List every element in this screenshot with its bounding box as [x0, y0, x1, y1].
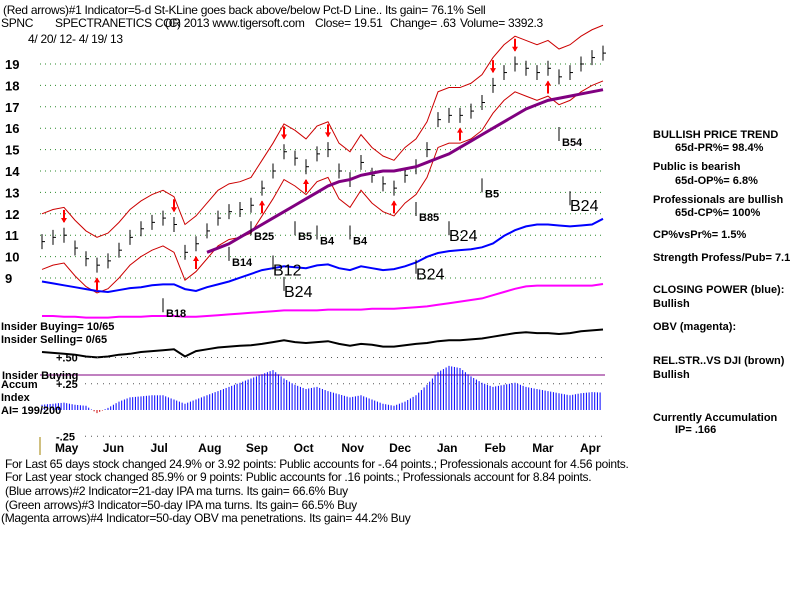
band-upper — [41, 24, 604, 238]
month-label: Oct — [294, 441, 314, 455]
relstr-state: Bullish — [653, 369, 690, 381]
copyright: (C) 2013 www.tigersoft.com — [165, 16, 305, 30]
signal-label: B14 — [232, 257, 253, 269]
ai-tick-label: +.50 — [56, 353, 78, 365]
signal-label: B4 — [353, 235, 368, 247]
signal-label: B5 — [485, 188, 499, 200]
buy-arrow-head-icon — [545, 80, 551, 86]
signal-label: B54 — [562, 137, 583, 149]
month-label: Apr — [580, 441, 601, 455]
series--day-ma — [206, 88, 604, 254]
insider-buying: Insider Buying= 10/65 — [1, 321, 115, 333]
price-tick-label: 18 — [5, 78, 19, 93]
signal-label: B24 — [284, 284, 313, 301]
price-tick-label: 10 — [5, 250, 19, 265]
ticker: SPNC — [1, 16, 34, 30]
date-range: 4/ 20/ 12- 4/ 19/ 13 — [28, 32, 123, 46]
series-obv — [42, 283, 604, 319]
sell-arrow-head-icon — [61, 217, 67, 223]
price-tick-label: 9 — [5, 271, 12, 286]
month-label: Sep — [246, 441, 268, 455]
op-value: 65d-OP%= 6.8% — [675, 175, 758, 187]
buy-arrow-head-icon — [457, 127, 463, 133]
change-value: Change= .63 — [390, 16, 456, 30]
signal-label: B25 — [254, 231, 274, 243]
month-label: Mar — [532, 441, 554, 455]
obv-label: OBV (magenta): — [653, 321, 737, 333]
signal-label: B12 — [273, 262, 302, 279]
price-tick-label: 14 — [5, 164, 20, 179]
month-label: Nov — [341, 441, 364, 455]
insider-buying-label: Insider Buying — [2, 370, 79, 382]
month-label: Jun — [103, 441, 124, 455]
sell-arrow-head-icon — [512, 46, 518, 52]
closing-power-state: Bullish — [653, 298, 690, 310]
relstr-label: REL.STR..VS DJI (brown) — [653, 355, 785, 367]
signal-label: B24 — [449, 228, 478, 245]
month-label: Jan — [437, 441, 458, 455]
close-value: Close= 19.51 — [315, 16, 383, 30]
price-tick-label: 11 — [5, 228, 19, 243]
ip-value: IP= .166 — [675, 424, 717, 436]
company-name: SPECTRANETICS COR — [55, 16, 181, 30]
sell-arrow-head-icon — [171, 207, 177, 213]
buy-arrow-head-icon — [94, 277, 100, 283]
buy-arrow-head-icon — [193, 256, 199, 262]
accumulation-status: Currently Accumulation — [653, 412, 778, 424]
ai-tick-label: -.25 — [56, 431, 75, 443]
sell-arrow-head-icon — [490, 68, 496, 74]
footer-magenta-arrows: (Magenta arrows)#4 Indicator=50-day OBV … — [1, 511, 411, 525]
signal-label: B4 — [320, 235, 335, 247]
month-label: Aug — [198, 441, 221, 455]
trend-heading: BULLISH PRICE TREND — [653, 129, 779, 141]
month-label: Feb — [485, 441, 506, 455]
pros-status: Professionals are bullish — [653, 194, 784, 206]
series-relative-strength — [41, 328, 604, 359]
accum-label: Accum — [1, 379, 38, 391]
buy-arrow-head-icon — [259, 200, 265, 206]
pr-value: 65d-PR%= 98.4% — [675, 142, 764, 154]
sell-arrow-head-icon — [281, 134, 287, 140]
price-tick-label: 19 — [5, 57, 19, 72]
index-label: Index — [1, 392, 30, 404]
series-closing-power — [41, 217, 604, 293]
volume-value: Volume= 3392.3 — [460, 16, 543, 30]
signal-label: B24 — [416, 267, 445, 284]
insider-selling: Insider Selling= 0/65 — [1, 334, 108, 346]
signal-label: B24 — [570, 198, 599, 215]
band-lower — [41, 80, 604, 294]
cp-value: 65d-CP%= 100% — [675, 207, 761, 219]
signal-label: B18 — [166, 308, 186, 320]
price-tick-label: 15 — [5, 143, 19, 158]
footer-65d: For Last 65 days stock changed 24.9% or … — [5, 457, 629, 471]
footer-green-arrows: (Green arrows)#3 Indicator=50-day IPA ma… — [5, 498, 357, 512]
strength-ratio: Strength Profess/Pub= 7.1 — [653, 252, 791, 264]
month-label: Dec — [389, 441, 411, 455]
signal-label: B85 — [419, 212, 439, 224]
footer-year: For Last year stock changed 85.9% or 9 p… — [5, 470, 592, 484]
indicator1-title: (Red arrows)#1 Indicator=5-d St-KLine go… — [3, 3, 486, 17]
price-tick-label: 16 — [5, 121, 19, 136]
cp-vs-pr: CP%vsPr%= 1.5% — [653, 229, 747, 241]
footer-blue-arrows: (Blue arrows)#2 Indicator=21-day IPA ma … — [5, 484, 348, 498]
ai-score: AI= 199/200 — [1, 405, 62, 417]
buy-arrow-head-icon — [303, 178, 309, 184]
price-tick-label: 17 — [5, 100, 19, 115]
closing-power-label: CLOSING POWER (blue): — [653, 284, 785, 296]
public-status: Public is bearish — [653, 161, 741, 173]
sell-arrow-head-icon — [325, 132, 331, 138]
price-tick-label: 13 — [5, 185, 19, 200]
buy-arrow-head-icon — [391, 200, 397, 206]
month-label: Jul — [150, 441, 167, 455]
ai-tick-label: +.25 — [56, 379, 78, 391]
price-tick-label: 12 — [5, 207, 19, 222]
signal-label: B5 — [298, 231, 312, 243]
month-label: May — [55, 441, 79, 455]
